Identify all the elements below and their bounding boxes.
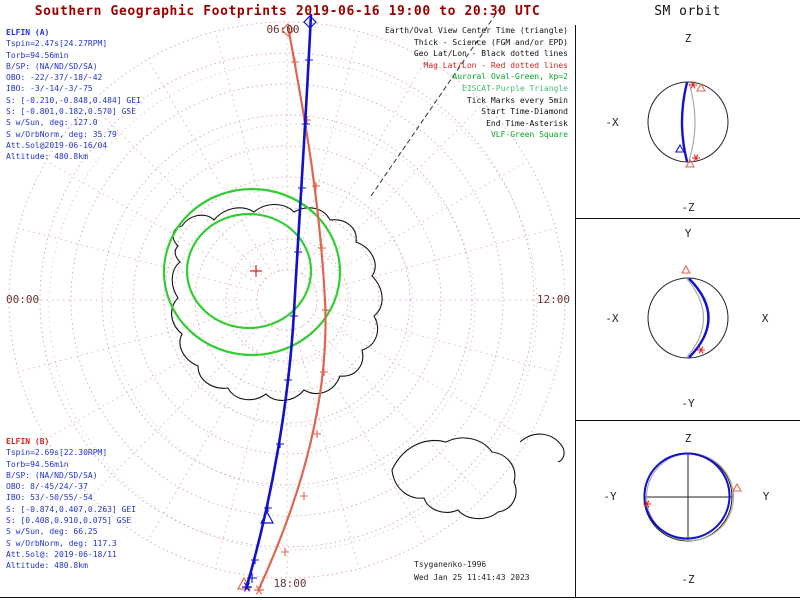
elfin-b-line: S: [-0.874,0.407,0.263] GEI [6,504,137,514]
elfin-b-line: Tspin=2.69s[22.30RPM] [6,448,108,458]
panel1-axis-bottom: -Z [681,201,695,214]
auroral-oval-inner [185,212,313,330]
auroral-oval-outer [162,187,342,357]
elfin-a-tick-marks [247,56,313,583]
legend-line-geo-grid: Geo Lat/Lon - Black dotted lines [413,49,568,59]
sm-panel2-end-asterisk [697,346,705,354]
elfin-b-track [257,25,327,592]
elfin-a-line: S: [-0.210,-0.848,0.484] GEI [6,95,141,105]
sm-panel1-triangle-b2 [685,158,695,168]
sm-panel1-triangle-b [696,82,706,92]
figure-title: Southern Geographic Footprints 2019-06-1… [34,4,541,19]
elfin-b-info: ELFIN (B) Tspin=2.69s[22.30RPM] Torb=94.… [6,436,136,572]
mlt-label-bottom: 18:00 [273,577,306,590]
legend-line-vlf: VLF-Green Square [490,130,568,140]
sm-panel3-crosshair [644,453,732,541]
elfin-a-line: Torb=94.56min [6,50,69,60]
elfin-b-line: S w/Sun, deg: 66.25 [6,527,98,537]
sm-panel2-orbit [688,277,710,359]
elfin-a-line: OBO: -22/-37/-18/-42 [6,73,103,83]
legend-line-end-time: End Time-Asterisk [486,118,568,128]
legend-line-thick-science: Thick - Science (FGM and/or EPD) [413,37,568,47]
elfin-b-tick-marks [281,58,330,556]
panel3-axis-right: Y [763,490,770,503]
panel2-axis-left: -X [605,312,619,325]
elfin-b-line: Att.Sol@: 2019-06-18/11 [6,549,117,559]
elfin-a-line: S w/OrbNorm, deg: 35.79 [6,129,117,139]
mag-grid [8,21,566,579]
mag-pole-cross [250,265,262,277]
elfin-b-line: IBO: 53/-50/55/-54 [6,493,93,503]
sm-panel3-orbit [643,452,731,540]
southeast-coastline [391,437,517,520]
legend-line-mag-grid: Mag Lat/Lon - Red dotted lines [423,60,569,70]
panel1-axis-top: Z [685,32,692,45]
sm-panel2-triangle [681,264,691,274]
elfin-b-start-diamond [281,23,295,37]
legend-line-auroral-oval: Auroral Oval-Green, kp=2 [452,72,568,82]
plot-timestamp: Wed Jan 25 11:41:43 2023 [414,572,530,582]
panel3-axis-top: Z [685,432,692,445]
sm-panel3-triangle [732,482,742,492]
elfin-a-info: ELFIN (A) Tspin=2.47s[24.27RPM] Torb=94.… [6,27,141,163]
elfin-b-line: S: [0.408,0.910,0.075] GSE [6,516,132,526]
sm-panel1-triangle-a [675,143,685,153]
elfin-a-line: IBO: -3/-14/-3/-75 [6,84,93,94]
sm-panel1-orbit [680,82,689,162]
sm-panel1-end-asterisks [689,81,700,162]
elfin-a-start-diamond [303,15,317,29]
geo-meridian-dashed [370,7,501,197]
panel3-axis-bottom: -Z [681,573,695,586]
sm-panel1-earth-circle [647,81,729,163]
elfin-b-line: Altitude: 480.8km [6,561,88,571]
elfin-b-title: ELFIN (B) [6,437,50,446]
panel2-axis-right: X [762,312,769,325]
legend-line-center-time: Earth/Oval View Center Time (triangle) [384,26,568,35]
elfin-a-line: Att.Sol@2019-06-16/04 [6,140,108,150]
elfin-b-line: S w/OrbNorm, deg: 117.3 [6,538,117,548]
credits: Tsyganenko-1996 Wed Jan 25 11:41:43 2023 [414,559,530,584]
elfin-a-line: S: [-0.801,0.182,0.570] GSE [6,107,137,117]
elfin-a-track [244,13,313,590]
elfin-b-end-asterisk [254,585,264,595]
elfin-a-line: S w/Sun, deg: 127.0 [6,118,98,128]
elfin-a-center-triangle [259,510,275,524]
legend-line-eiscat: EISCAT-Purple Triangle [462,83,568,93]
panel2-axis-top: Y [685,227,692,240]
elfin-b-line: B/SP: (NA/ND/SD/SA) [6,470,98,480]
elfin-a-line: B/SP: (NA/ND/SD/SA) [6,61,98,71]
panel2-axis-bottom: -Y [681,397,695,410]
elfin-b-line: Torb=94.56min [6,459,69,469]
sm-panel3-end-asterisk [643,500,651,508]
elfin-a-line: Altitude: 480.8km [6,152,88,162]
sm-orbit-title: SM orbit [654,4,721,19]
sm-panel2-earth-circle [647,277,729,359]
legend-line-tick-marks: Tick Marks every 5min [466,95,568,105]
elfin-a-title: ELFIN (A) [6,28,50,37]
mlt-label-top: 06:00 [266,23,299,36]
antarctica-coastline [171,203,383,401]
elfin-a-line: Tspin=2.47s[24.27RPM] [6,39,108,49]
panel1-axis-left: -X [605,116,619,129]
mlt-label-left: 00:00 [6,293,39,306]
elfin-b-line: OBO: 8/-45/24/-37 [6,482,88,492]
panel3-axis-left: -Y [603,490,617,503]
mlt-label-right: 12:00 [537,293,570,306]
geo-grid [48,61,538,551]
model-credit: Tsyganenko-1996 [414,560,487,569]
elfin-a-end-asterisk [242,582,252,592]
map-legend: Earth/Oval View Center Time (triangle) T… [290,25,568,141]
sm-panel1-terminator [688,82,696,162]
sm-panel2-terminator [686,278,705,358]
legend-line-start-time: Start Time-Diamond [481,107,568,117]
coastline-fragment [519,433,565,463]
